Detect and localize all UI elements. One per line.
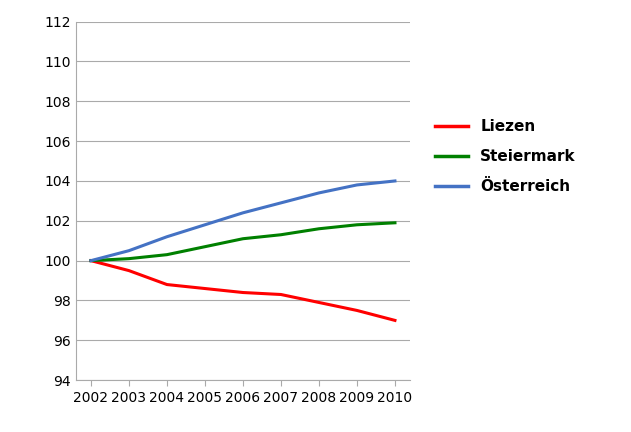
Liezen xyxy=(277,292,285,297)
Line: Steiermark: Steiermark xyxy=(91,223,395,260)
Österreich xyxy=(277,200,285,206)
Steiermark xyxy=(239,236,247,241)
Liezen xyxy=(353,308,361,313)
Legend: Liezen, Steiermark, Österreich: Liezen, Steiermark, Österreich xyxy=(435,119,576,194)
Liezen xyxy=(201,286,209,291)
Österreich xyxy=(315,191,322,196)
Liezen xyxy=(391,318,399,323)
Steiermark xyxy=(201,244,209,249)
Steiermark xyxy=(391,220,399,226)
Österreich xyxy=(391,178,399,184)
Österreich xyxy=(125,248,133,253)
Steiermark xyxy=(353,222,361,227)
Steiermark xyxy=(315,226,322,232)
Liezen xyxy=(163,282,171,287)
Line: Liezen: Liezen xyxy=(91,260,395,321)
Liezen xyxy=(315,300,322,305)
Steiermark xyxy=(125,256,133,261)
Line: Österreich: Österreich xyxy=(91,181,395,260)
Steiermark xyxy=(87,258,95,263)
Österreich xyxy=(353,182,361,187)
Liezen xyxy=(239,290,247,295)
Steiermark xyxy=(163,252,171,257)
Steiermark xyxy=(277,232,285,237)
Liezen xyxy=(125,268,133,273)
Österreich xyxy=(87,258,95,263)
Liezen xyxy=(87,258,95,263)
Österreich xyxy=(201,222,209,227)
Österreich xyxy=(163,234,171,239)
Österreich xyxy=(239,210,247,216)
